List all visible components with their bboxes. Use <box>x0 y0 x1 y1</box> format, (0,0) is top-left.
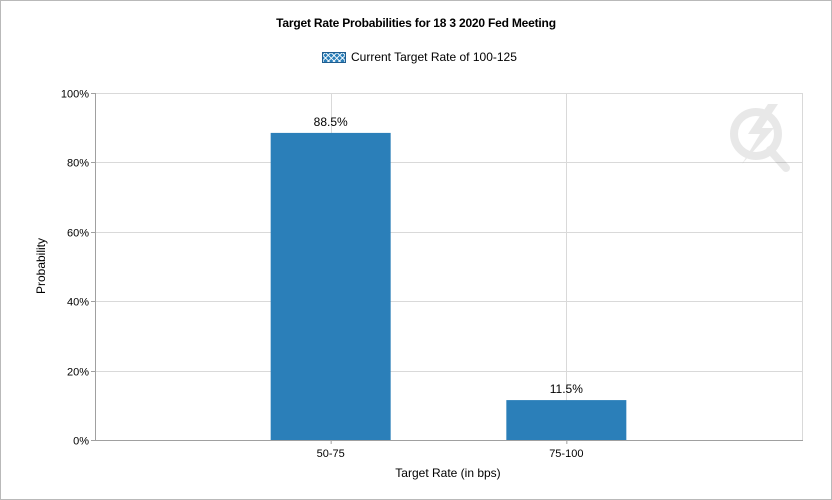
data-label: 11.5% <box>550 382 583 396</box>
legend-swatch <box>322 51 346 63</box>
data-label: 88.5% <box>314 115 348 129</box>
chart-title: Target Rate Probabilities for 18 3 2020 … <box>276 16 556 30</box>
y-tick-label: 20% <box>67 367 89 379</box>
y-tick-label: 100% <box>61 89 89 101</box>
x-tick-label: 75-100 <box>549 448 583 460</box>
x-tick-label: 50-75 <box>317 448 345 460</box>
y-tick-label: 80% <box>67 158 89 170</box>
y-tick-label: 40% <box>67 297 89 309</box>
grid-lines <box>95 93 803 440</box>
labels: 0% 20% 40% 60% 80% 100% 88.5% 50-75 11.5% 75-100 <box>61 89 584 461</box>
legend-label: Current Target Rate of 100-125 <box>351 50 517 64</box>
legend: Current Target Rate of 100-125 <box>322 50 517 64</box>
bars <box>270 132 627 440</box>
y-tick-label: 0% <box>73 436 89 448</box>
bar <box>270 132 391 440</box>
x-axis-title: Target Rate (in bps) <box>395 466 500 480</box>
y-tick-label: 60% <box>67 228 89 240</box>
y-axis-title: Probability <box>34 238 48 294</box>
bar <box>506 400 627 440</box>
axes <box>91 93 803 444</box>
q-lightning-logo-icon <box>730 104 790 172</box>
